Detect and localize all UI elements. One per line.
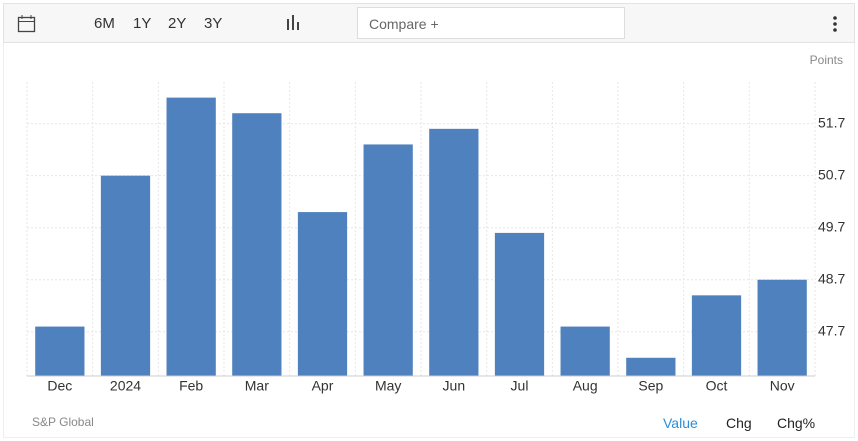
tab[interactable]: Chg% <box>777 415 816 431</box>
bar <box>232 113 282 376</box>
calendar-frame <box>17 16 36 33</box>
x-tick-label: Jul <box>511 378 529 394</box>
x-tick-label: Sep <box>638 378 663 394</box>
tab[interactable]: Value <box>663 415 698 431</box>
compare-input[interactable]: Compare + <box>357 7 625 39</box>
x-tick-label: 2024 <box>110 378 141 394</box>
x-tick-label: Mar <box>245 378 269 394</box>
bar <box>166 97 216 376</box>
source: S&P Global <box>32 415 94 429</box>
bar <box>429 128 479 376</box>
x-tick-label: May <box>375 378 401 394</box>
range-button[interactable]: 2Y <box>168 15 187 32</box>
dot <box>833 16 837 20</box>
y-tick-label: 51.7 <box>818 114 845 130</box>
bar <box>297 212 348 376</box>
y-axis-unit: Points <box>810 53 843 67</box>
x-tick-label: Jun <box>443 378 466 394</box>
x-tick-label: Dec <box>47 378 72 394</box>
chart-type-icon[interactable] <box>285 14 303 32</box>
bar <box>626 357 676 376</box>
dot <box>833 28 837 32</box>
y-tick-label: 49.7 <box>818 218 845 234</box>
x-tick-label: Nov <box>770 378 795 394</box>
x-tick-label: Apr <box>312 378 334 394</box>
bar <box>363 144 413 376</box>
bar <box>35 326 85 376</box>
bar <box>494 232 545 376</box>
y-tick-label: 47.7 <box>818 322 845 338</box>
range-button[interactable]: 1Y <box>133 15 152 32</box>
tab[interactable]: Chg <box>726 415 752 431</box>
dot <box>833 22 837 26</box>
x-tick-label: Feb <box>179 378 203 394</box>
range-button[interactable]: 6M <box>94 15 115 32</box>
bar <box>757 279 807 376</box>
chart-frame <box>3 43 855 438</box>
icon-bar <box>292 15 294 30</box>
bar <box>691 295 742 376</box>
icon-bar <box>297 22 299 30</box>
x-tick-label: Oct <box>706 378 728 394</box>
x-tick-label: Aug <box>573 378 598 394</box>
y-tick-label: 50.7 <box>818 166 845 182</box>
range-button[interactable]: 3Y <box>204 15 223 32</box>
calendar-icon[interactable] <box>17 14 37 34</box>
bar <box>560 326 610 376</box>
icon-bar <box>287 19 289 30</box>
menu-icon[interactable] <box>830 15 840 33</box>
toolbar: 6M 1Y 2Y 3Y Compare + <box>3 3 855 43</box>
bar <box>100 175 151 376</box>
y-tick-label: 48.7 <box>818 270 845 286</box>
